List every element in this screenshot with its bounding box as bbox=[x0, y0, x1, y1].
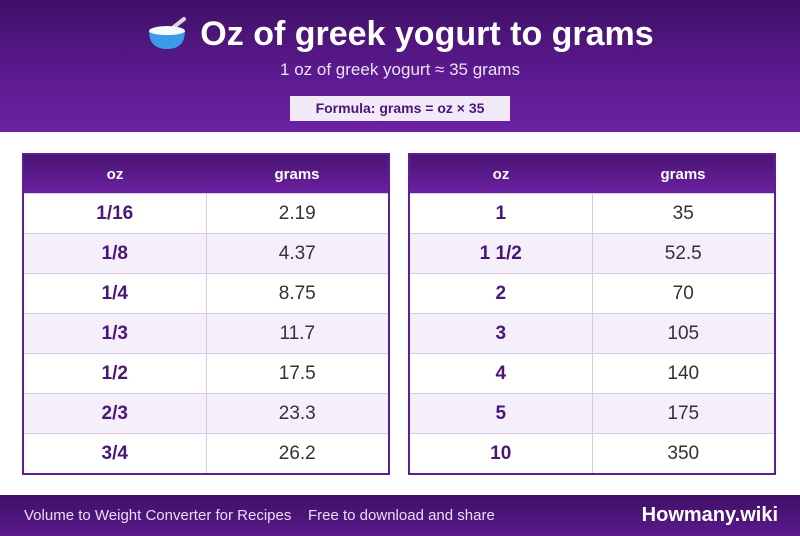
title-text: Oz of greek yogurt to grams bbox=[200, 15, 654, 53]
table-row: 3 105 bbox=[410, 313, 774, 354]
oz-cell: 1/2 bbox=[24, 353, 207, 394]
table-row: 1/3 11.7 bbox=[24, 313, 388, 354]
oz-cell: 1/8 bbox=[24, 233, 207, 274]
footer-bar: Volume to Weight Converter for Recipes F… bbox=[0, 495, 800, 536]
table-row: 1/2 17.5 bbox=[24, 353, 388, 394]
grams-cell: 26.2 bbox=[206, 433, 388, 473]
column-header-grams: grams bbox=[206, 155, 388, 194]
grams-cell: 140 bbox=[592, 353, 774, 394]
oz-cell: 3 bbox=[410, 313, 593, 354]
column-header-grams: grams bbox=[592, 155, 774, 194]
table-row: 2/3 23.3 bbox=[24, 393, 388, 434]
table-row: 1/8 4.37 bbox=[24, 233, 388, 274]
table-row: 1 1/2 52.5 bbox=[410, 233, 774, 274]
oz-cell: 1 bbox=[410, 193, 593, 234]
grams-cell: 52.5 bbox=[592, 233, 774, 274]
table-row: 10 350 bbox=[410, 433, 774, 473]
subtitle: 1 oz of greek yogurt ≈ 35 grams bbox=[280, 60, 520, 79]
grams-cell: 17.5 bbox=[206, 353, 388, 394]
table-row: 2 70 bbox=[410, 273, 774, 314]
table-header-row: oz grams bbox=[24, 155, 388, 194]
table-row: 5 175 bbox=[410, 393, 774, 434]
grams-cell: 350 bbox=[592, 433, 774, 473]
grams-cell: 4.37 bbox=[206, 233, 388, 274]
page-title: Oz of greek yogurt to grams bbox=[0, 14, 800, 54]
table-header-row: oz grams bbox=[410, 155, 774, 194]
grams-cell: 105 bbox=[592, 313, 774, 354]
grams-cell: 23.3 bbox=[206, 393, 388, 434]
formula-badge: Formula: grams = oz × 35 bbox=[290, 96, 510, 121]
oz-cell: 1/3 bbox=[24, 313, 207, 354]
grams-cell: 175 bbox=[592, 393, 774, 434]
oz-cell: 1 1/2 bbox=[410, 233, 593, 274]
table-row: 1 35 bbox=[410, 193, 774, 234]
table-row: 1/4 8.75 bbox=[24, 273, 388, 314]
bowl-with-spoon-icon bbox=[149, 17, 187, 49]
grams-cell: 35 bbox=[592, 193, 774, 234]
column-header-oz: oz bbox=[24, 155, 206, 194]
footer-brand-link[interactable]: Howmany.wiki bbox=[641, 504, 778, 526]
grams-cell: 8.75 bbox=[206, 273, 388, 314]
grams-cell: 11.7 bbox=[206, 313, 388, 354]
oz-cell: 3/4 bbox=[24, 433, 207, 473]
table-row: 3/4 26.2 bbox=[24, 433, 388, 473]
table-row: 1/16 2.19 bbox=[24, 193, 388, 234]
oz-cell: 1/16 bbox=[24, 193, 207, 234]
grams-cell: 2.19 bbox=[206, 193, 388, 234]
oz-cell: 2/3 bbox=[24, 393, 207, 434]
footer-share-note: Free to download and share bbox=[308, 507, 495, 524]
grams-cell: 70 bbox=[592, 273, 774, 314]
oz-cell: 5 bbox=[410, 393, 593, 434]
oz-cell: 2 bbox=[410, 273, 593, 314]
oz-cell: 1/4 bbox=[24, 273, 207, 314]
table-row: 4 140 bbox=[410, 353, 774, 394]
header-banner: Oz of greek yogurt to grams 1 oz of gree… bbox=[0, 0, 800, 132]
column-header-oz: oz bbox=[410, 155, 592, 194]
oz-cell: 10 bbox=[410, 433, 593, 473]
conversion-table-right: oz grams 1 35 1 1/2 52.5 2 70 3 105 4 140 5 17… bbox=[408, 153, 776, 475]
conversion-table-left: oz grams 1/16 2.19 1/8 4.37 1/4 8.75 1/3 11.… bbox=[22, 153, 390, 475]
oz-cell: 4 bbox=[410, 353, 593, 394]
footer-site-description: Volume to Weight Converter for Recipes bbox=[24, 507, 292, 524]
